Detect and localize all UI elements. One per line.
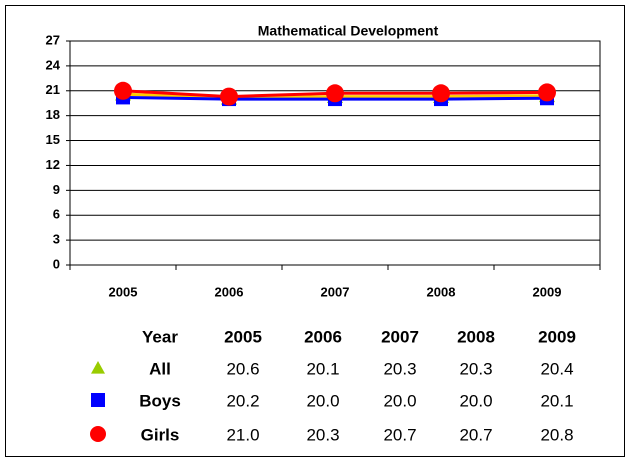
table-value: 20.3 [306,425,339,444]
legend-marker [91,393,105,407]
x-tick-label: 2005 [109,284,138,299]
y-tick-label: 6 [53,207,60,222]
table-value: 20.0 [383,391,416,410]
x-tick-label: 2009 [533,284,562,299]
y-tick-label: 0 [53,256,60,271]
table-year: 2006 [304,327,342,346]
table-value: 20.1 [306,359,339,378]
table-value: 20.6 [226,359,259,378]
table-year: 2008 [457,327,495,346]
y-tick-label: 27 [46,32,60,47]
x-tick-label: 2006 [215,284,244,299]
data-point [114,81,132,100]
y-tick-label: 15 [46,132,60,147]
table-value: 20.0 [459,391,492,410]
table-year: 2005 [224,327,262,346]
legend-marker [91,361,105,374]
y-tick-label: 12 [46,157,60,172]
y-tick-label: 9 [53,182,60,197]
table-value: 20.7 [459,425,492,444]
y-tick-label: 24 [46,57,61,72]
table-value: 20.1 [540,391,573,410]
chart-frame [5,5,625,457]
data-point [538,83,556,102]
data-point [326,84,344,103]
x-tick-label: 2007 [321,284,350,299]
table-value: 20.2 [226,391,259,410]
chart-title: Mathematical Development [258,23,439,39]
legend-label: Girls [141,425,180,444]
legend-marker [90,426,106,442]
table-year: 2009 [538,327,576,346]
table-value: 20.8 [540,425,573,444]
table-value: 20.3 [459,359,492,378]
table-value: 20.0 [306,391,339,410]
data-point [432,84,450,103]
legend-label: All [149,359,171,378]
table-year: 2007 [381,327,419,346]
legend-label: Boys [139,391,181,410]
table-value: 20.4 [540,359,573,378]
table-value: 20.3 [383,359,416,378]
table-value: 20.7 [383,425,416,444]
table-value: 21.0 [226,425,259,444]
x-tick-label: 2008 [427,284,456,299]
y-tick-label: 18 [46,107,60,122]
table-header: Year [142,327,178,346]
y-tick-label: 21 [46,82,60,97]
plot-area [69,40,601,266]
y-tick-label: 3 [53,232,60,247]
data-point [220,87,238,106]
